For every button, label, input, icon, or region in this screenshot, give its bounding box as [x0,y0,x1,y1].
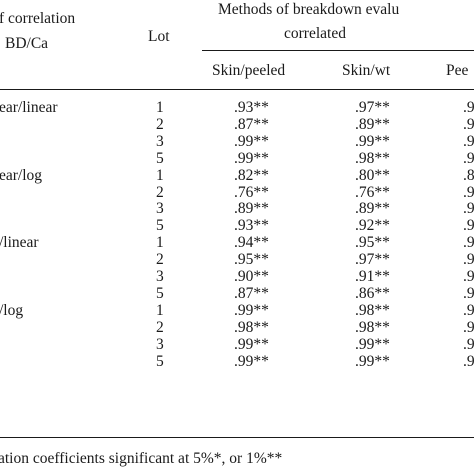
lot-cell: 3 [156,200,164,218]
peeled-cell: .9 [463,284,474,302]
skin-peeled-cell: .89** [234,200,269,218]
skin-wt-cell: .97** [355,99,390,116]
peeled-cell: .9 [463,352,474,370]
correlation-type-heading-line1: f correlation [0,10,76,27]
skin-wt-cell: .80** [355,166,390,184]
skin-peeled-cell: .76** [234,183,269,201]
skin-peeled-cell: .93** [234,99,269,116]
peeled-cell: .9 [463,183,474,201]
skin-peeled-cell: .99** [234,335,269,353]
methods-heading-line2: correlated [284,25,346,42]
lot-cell: 5 [156,149,164,167]
peeled-cell: .9 [463,132,474,150]
peeled-cell: .9 [463,217,474,235]
lot-cell: 5 [156,217,164,235]
skin-peeled-cell: .99** [234,352,269,370]
skin-peeled-cell: .94** [234,234,269,252]
skin-wt-cell: .89** [355,115,390,133]
skin-wt-cell: .99** [355,352,390,370]
column-heading-peeled: Pee [446,62,469,79]
lot-cell: 1 [156,166,164,184]
methods-heading-line1: Methods of breakdown evalu [218,1,400,18]
skin-peeled-cell: .95** [234,251,269,269]
skin-wt-cell: .89** [355,200,390,218]
skin-wt-cell: .98** [355,318,390,336]
lot-cell: 5 [156,352,164,370]
peeled-cell: .9 [463,200,474,218]
lot-cell: 3 [156,335,164,353]
header-bottom-rule [0,89,474,90]
group-label: /linear [0,234,39,252]
lot-cell: 3 [156,132,164,150]
lot-cell: 2 [156,251,164,269]
skin-peeled-cell: .99** [234,301,269,319]
lot-cell: 2 [156,318,164,336]
methods-spanner-rule [202,50,474,51]
lot-cell: 3 [156,268,164,285]
skin-peeled-cell: .99** [234,149,269,167]
peeled-cell: .9 [463,234,474,252]
skin-wt-cell: .99** [355,335,390,353]
peeled-cell: .9 [463,268,474,285]
lot-column-heading: Lot [148,28,170,45]
skin-wt-cell: .86** [355,284,390,302]
skin-wt-cell: .76** [355,183,390,201]
group-label: ear/linear [0,99,58,116]
correlation-type-heading-line2: BD/Ca [5,35,49,52]
skin-peeled-cell: .98** [234,318,269,336]
peeled-cell: .9 [463,149,474,167]
skin-wt-cell: .92** [355,217,390,235]
skin-peeled-cell: .93** [234,217,269,235]
skin-wt-cell: .98** [355,301,390,319]
peeled-cell: .9 [463,115,474,133]
peeled-cell: .9 [463,318,474,336]
skin-wt-cell: .91** [355,268,390,285]
lot-cell: 1 [156,99,164,116]
skin-wt-cell: .99** [355,132,390,150]
lot-cell: 1 [156,301,164,319]
skin-peeled-cell: .90** [234,268,269,285]
skin-wt-cell: .95** [355,234,390,252]
skin-wt-cell: .98** [355,149,390,167]
lot-cell: 1 [156,234,164,252]
peeled-cell: .8 [463,166,474,184]
skin-peeled-cell: .87** [234,115,269,133]
skin-peeled-cell: .99** [234,132,269,150]
skin-wt-cell: .97** [355,251,390,269]
column-heading-skin-wt: Skin/wt [342,62,391,79]
peeled-cell: .9 [463,301,474,319]
lot-cell: 2 [156,115,164,133]
column-heading-skin-peeled: Skin/peeled [212,62,286,79]
peeled-cell: .9 [463,251,474,269]
table-bottom-rule [0,437,474,438]
group-label: ear/log [0,166,43,184]
group-label: /log [0,301,24,319]
lot-cell: 5 [156,284,164,302]
footnote: ation coefficients significant at 5%*, o… [0,450,283,467]
skin-peeled-cell: .82** [234,166,269,184]
peeled-cell: .9 [463,99,474,116]
peeled-cell: .9 [463,335,474,353]
skin-peeled-cell: .87** [234,284,269,302]
lot-cell: 2 [156,183,164,201]
